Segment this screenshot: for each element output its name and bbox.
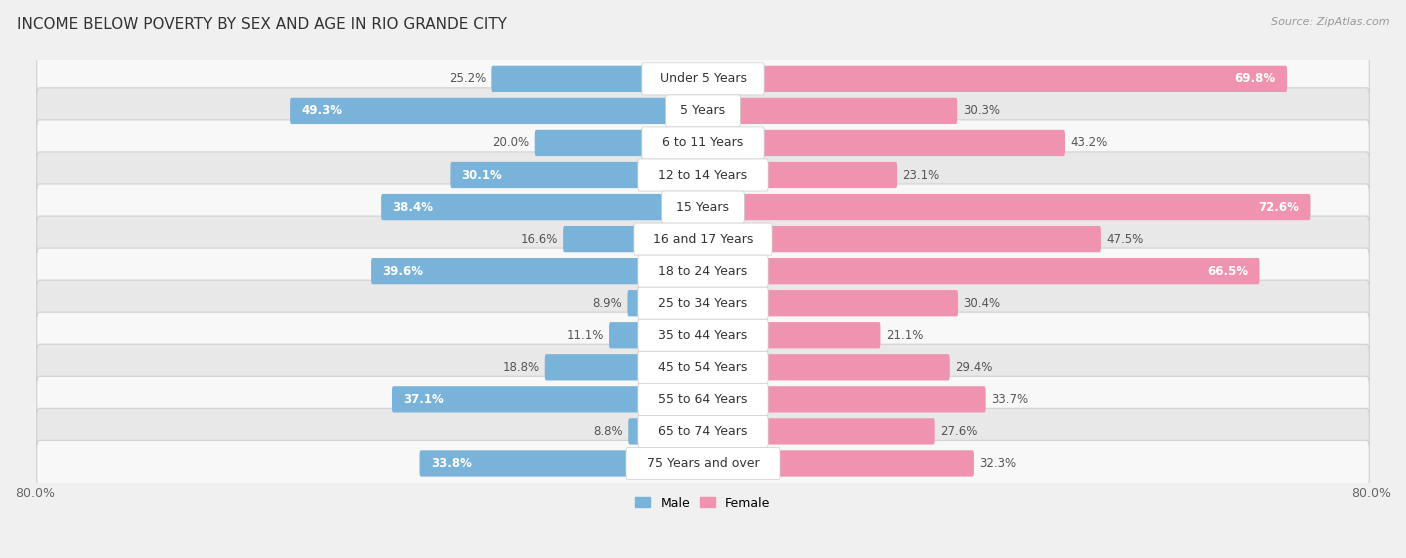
Text: 8.9%: 8.9% [592, 297, 621, 310]
Text: 33.7%: 33.7% [991, 393, 1028, 406]
FancyBboxPatch shape [702, 418, 935, 445]
FancyBboxPatch shape [534, 130, 704, 156]
FancyBboxPatch shape [609, 322, 704, 348]
FancyBboxPatch shape [638, 255, 768, 287]
Text: Under 5 Years: Under 5 Years [659, 73, 747, 85]
Text: 37.1%: 37.1% [404, 393, 444, 406]
FancyBboxPatch shape [638, 319, 768, 352]
FancyBboxPatch shape [627, 290, 704, 316]
FancyBboxPatch shape [37, 312, 1369, 358]
FancyBboxPatch shape [662, 191, 744, 223]
FancyBboxPatch shape [702, 322, 880, 348]
FancyBboxPatch shape [702, 354, 949, 381]
FancyBboxPatch shape [392, 386, 704, 412]
Text: 20.0%: 20.0% [492, 137, 529, 150]
FancyBboxPatch shape [702, 258, 1260, 284]
Text: 49.3%: 49.3% [301, 104, 343, 117]
FancyBboxPatch shape [37, 280, 1369, 326]
FancyBboxPatch shape [702, 98, 957, 124]
Text: 30.4%: 30.4% [963, 297, 1001, 310]
Legend: Male, Female: Male, Female [630, 492, 776, 514]
Text: INCOME BELOW POVERTY BY SEX AND AGE IN RIO GRANDE CITY: INCOME BELOW POVERTY BY SEX AND AGE IN R… [17, 17, 508, 32]
Text: 25.2%: 25.2% [449, 73, 486, 85]
Text: 5 Years: 5 Years [681, 104, 725, 117]
Text: 39.6%: 39.6% [382, 264, 423, 278]
FancyBboxPatch shape [638, 383, 768, 415]
Text: 8.8%: 8.8% [593, 425, 623, 438]
FancyBboxPatch shape [37, 344, 1369, 391]
Text: 30.1%: 30.1% [461, 169, 502, 181]
Text: 45 to 54 Years: 45 to 54 Years [658, 361, 748, 374]
FancyBboxPatch shape [37, 152, 1369, 198]
FancyBboxPatch shape [544, 354, 704, 381]
Text: 16 and 17 Years: 16 and 17 Years [652, 233, 754, 246]
Text: 43.2%: 43.2% [1070, 137, 1108, 150]
Text: 65 to 74 Years: 65 to 74 Years [658, 425, 748, 438]
FancyBboxPatch shape [290, 98, 704, 124]
FancyBboxPatch shape [634, 223, 772, 255]
Text: 55 to 64 Years: 55 to 64 Years [658, 393, 748, 406]
FancyBboxPatch shape [419, 450, 704, 477]
Text: 66.5%: 66.5% [1208, 264, 1249, 278]
Text: 23.1%: 23.1% [903, 169, 939, 181]
FancyBboxPatch shape [638, 287, 768, 319]
FancyBboxPatch shape [37, 248, 1369, 294]
Text: 38.4%: 38.4% [392, 200, 433, 214]
Text: 18.8%: 18.8% [502, 361, 540, 374]
Text: 35 to 44 Years: 35 to 44 Years [658, 329, 748, 341]
FancyBboxPatch shape [702, 162, 897, 188]
Text: 72.6%: 72.6% [1258, 200, 1299, 214]
FancyBboxPatch shape [641, 63, 765, 95]
FancyBboxPatch shape [37, 216, 1369, 262]
FancyBboxPatch shape [702, 130, 1064, 156]
FancyBboxPatch shape [37, 408, 1369, 454]
Text: Source: ZipAtlas.com: Source: ZipAtlas.com [1271, 17, 1389, 27]
Text: 21.1%: 21.1% [886, 329, 924, 341]
FancyBboxPatch shape [638, 159, 768, 191]
FancyBboxPatch shape [638, 352, 768, 383]
FancyBboxPatch shape [381, 194, 704, 220]
FancyBboxPatch shape [638, 415, 768, 448]
FancyBboxPatch shape [37, 120, 1369, 166]
Text: 69.8%: 69.8% [1234, 73, 1275, 85]
FancyBboxPatch shape [702, 226, 1101, 252]
FancyBboxPatch shape [491, 66, 704, 92]
Text: 29.4%: 29.4% [955, 361, 993, 374]
Text: 12 to 14 Years: 12 to 14 Years [658, 169, 748, 181]
FancyBboxPatch shape [702, 386, 986, 412]
FancyBboxPatch shape [564, 226, 704, 252]
Text: 18 to 24 Years: 18 to 24 Years [658, 264, 748, 278]
Text: 6 to 11 Years: 6 to 11 Years [662, 137, 744, 150]
Text: 47.5%: 47.5% [1107, 233, 1143, 246]
Text: 75 Years and over: 75 Years and over [647, 457, 759, 470]
FancyBboxPatch shape [37, 56, 1369, 102]
FancyBboxPatch shape [641, 127, 765, 159]
FancyBboxPatch shape [371, 258, 704, 284]
FancyBboxPatch shape [450, 162, 704, 188]
FancyBboxPatch shape [37, 440, 1369, 487]
Text: 27.6%: 27.6% [941, 425, 977, 438]
Text: 33.8%: 33.8% [430, 457, 471, 470]
Text: 25 to 34 Years: 25 to 34 Years [658, 297, 748, 310]
Text: 30.3%: 30.3% [963, 104, 1000, 117]
Text: 15 Years: 15 Years [676, 200, 730, 214]
Text: 11.1%: 11.1% [567, 329, 603, 341]
FancyBboxPatch shape [665, 95, 741, 127]
FancyBboxPatch shape [37, 376, 1369, 422]
FancyBboxPatch shape [702, 290, 957, 316]
FancyBboxPatch shape [702, 194, 1310, 220]
Text: 32.3%: 32.3% [980, 457, 1017, 470]
FancyBboxPatch shape [702, 450, 974, 477]
FancyBboxPatch shape [628, 418, 704, 445]
FancyBboxPatch shape [37, 88, 1369, 134]
Text: 16.6%: 16.6% [520, 233, 558, 246]
FancyBboxPatch shape [702, 66, 1286, 92]
FancyBboxPatch shape [37, 184, 1369, 230]
FancyBboxPatch shape [626, 448, 780, 479]
